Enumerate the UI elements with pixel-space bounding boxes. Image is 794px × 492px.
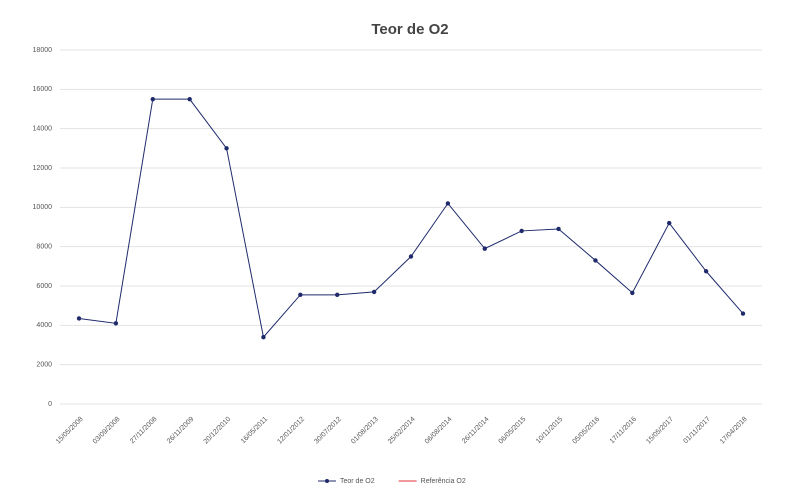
data-point xyxy=(445,201,451,206)
data-point xyxy=(298,292,303,298)
data-point xyxy=(187,96,192,102)
y-tick-label: 2000 xyxy=(36,362,52,369)
data-point xyxy=(740,311,746,316)
data-point xyxy=(76,316,82,321)
data-point xyxy=(113,321,119,326)
y-tick-label: 14000 xyxy=(33,126,53,133)
y-tick-label: 4000 xyxy=(36,322,52,329)
data-point xyxy=(703,269,709,274)
data-point xyxy=(150,96,155,102)
y-tick-label: 8000 xyxy=(36,244,52,251)
y-tick-label: 16000 xyxy=(33,86,53,93)
data-point xyxy=(519,228,524,234)
data-point xyxy=(408,254,414,259)
chart-title: Teor de O2 xyxy=(371,21,448,38)
legend-label: Referência O2 xyxy=(421,478,466,485)
y-tick-label: 10000 xyxy=(33,204,53,211)
y-tick-label: 18000 xyxy=(33,47,53,54)
y-tick-label: 12000 xyxy=(33,165,53,172)
data-point xyxy=(556,226,561,232)
legend-marker xyxy=(325,479,329,483)
data-point xyxy=(482,246,487,251)
data-point xyxy=(371,289,377,295)
legend-label: Teor de O2 xyxy=(340,478,375,485)
data-point xyxy=(630,290,635,296)
y-tick-label: 6000 xyxy=(36,283,52,290)
data-point xyxy=(224,146,229,151)
data-point xyxy=(335,292,340,298)
data-point xyxy=(261,334,266,340)
y-tick-label: 0 xyxy=(48,401,52,408)
data-point xyxy=(667,220,672,226)
data-point xyxy=(593,258,598,263)
